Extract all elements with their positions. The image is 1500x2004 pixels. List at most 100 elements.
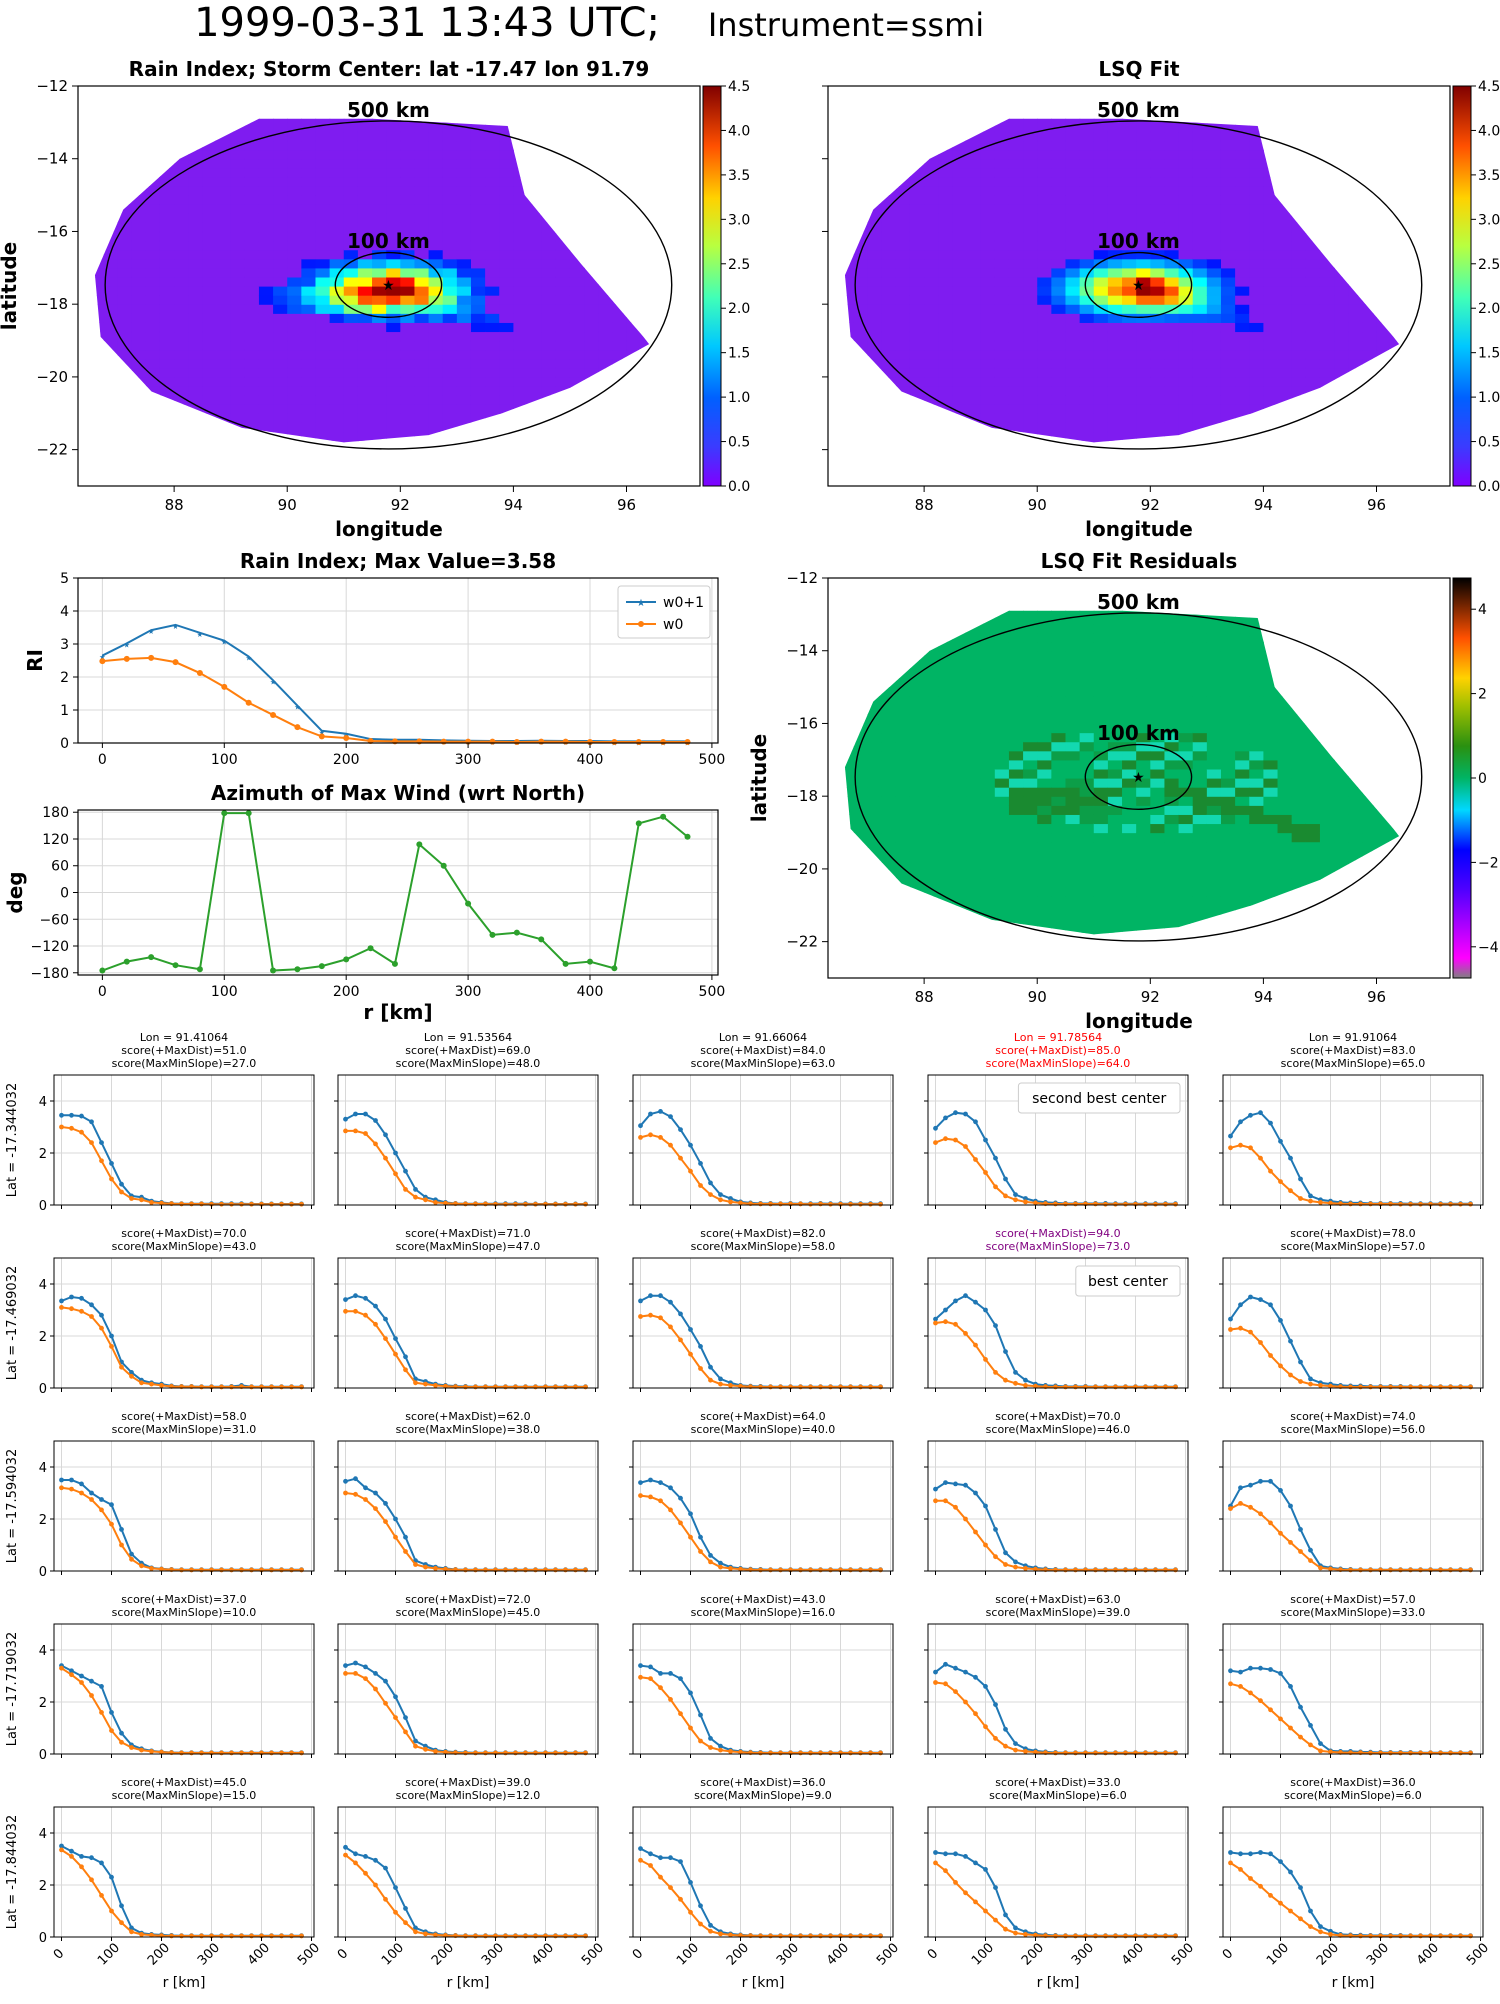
map-cell — [1065, 687, 1080, 697]
map-cell — [1051, 633, 1066, 643]
map-cell — [868, 869, 883, 879]
map-cell — [1023, 377, 1038, 387]
map-cell — [612, 341, 627, 351]
map-cell — [995, 322, 1010, 332]
map-cell — [1348, 222, 1363, 232]
map-cell — [1348, 204, 1363, 214]
map-cell — [1207, 195, 1222, 205]
map-cell — [146, 295, 161, 305]
map-cell — [1009, 341, 1024, 351]
map-cell — [938, 887, 953, 897]
map-cell — [1376, 823, 1391, 833]
map-cell — [1065, 150, 1080, 160]
map-cell — [1080, 377, 1095, 387]
map-cell — [542, 177, 557, 187]
map-cell — [1179, 714, 1194, 724]
map-cell — [641, 386, 656, 396]
map-cell — [344, 177, 359, 187]
map-cell — [372, 359, 387, 369]
map-cell — [89, 331, 104, 341]
map-cell — [1235, 814, 1250, 824]
map-cell — [1023, 678, 1038, 688]
map-cell — [924, 805, 939, 815]
map-cell — [612, 377, 627, 387]
map-cell — [344, 431, 359, 441]
map-cell — [1207, 313, 1222, 323]
map-cell — [1263, 213, 1278, 223]
map-cell — [301, 341, 316, 351]
map-cell — [1235, 796, 1250, 806]
map-cell — [1320, 350, 1335, 360]
map-cell — [626, 259, 641, 269]
map-cell — [174, 413, 189, 423]
map-cell — [1405, 833, 1420, 843]
map-cell — [655, 404, 670, 414]
map-cell — [839, 787, 854, 797]
map-cell — [882, 705, 897, 715]
map-cell — [485, 259, 500, 269]
map-cell — [457, 286, 472, 296]
map-cell — [626, 313, 641, 323]
map-cell — [1051, 395, 1066, 405]
map-cell — [1391, 131, 1406, 141]
map-cell — [924, 113, 939, 123]
map-cell — [103, 186, 118, 196]
map-cell — [429, 250, 444, 260]
map-cell — [471, 313, 486, 323]
map-cell — [1193, 304, 1208, 314]
map-cell — [457, 386, 472, 396]
map-cell — [174, 204, 189, 214]
map-cell — [1348, 277, 1363, 287]
map-cell — [868, 787, 883, 797]
map-cell — [1207, 805, 1222, 815]
map-cell — [1263, 923, 1278, 933]
map-cell — [868, 678, 883, 688]
map-cell — [160, 350, 175, 360]
colorbar-tick: 4.5 — [1478, 79, 1500, 95]
map-cell — [1207, 696, 1222, 706]
map-cell — [202, 304, 217, 314]
map-cell — [330, 322, 345, 332]
map-cell — [188, 195, 203, 205]
map-cell — [655, 377, 670, 387]
map-cell — [967, 760, 982, 770]
map-cell — [938, 723, 953, 733]
map-cell — [287, 131, 302, 141]
map-cell — [217, 159, 232, 169]
map-cell — [160, 277, 175, 287]
map-cell — [132, 141, 147, 151]
map-cell — [1122, 122, 1137, 132]
map-cell — [896, 805, 911, 815]
map-cell — [626, 322, 641, 332]
map-cell — [103, 386, 118, 396]
map-cell — [1108, 204, 1123, 214]
map-cell — [414, 431, 429, 441]
map-cell — [245, 259, 260, 269]
map-cell — [952, 104, 967, 114]
map-cell — [655, 386, 670, 396]
map-cell — [1122, 395, 1137, 405]
map-cell — [1009, 596, 1024, 606]
map-cell — [1278, 259, 1293, 269]
map-cell — [1136, 204, 1151, 214]
map-cell — [1150, 295, 1165, 305]
map-cell — [924, 705, 939, 715]
map-cell — [910, 113, 925, 123]
map-cell — [1334, 787, 1349, 797]
map-cell — [882, 304, 897, 314]
map-cell — [952, 122, 967, 132]
map-cell — [584, 304, 599, 314]
map-cell — [910, 651, 925, 661]
colorbar-tick: 3.5 — [728, 168, 750, 184]
map-cell — [103, 368, 118, 378]
map-cell — [868, 887, 883, 897]
map-cell — [315, 259, 330, 269]
map-cell — [89, 268, 104, 278]
map-cell — [1122, 150, 1137, 160]
map-cell — [1080, 742, 1095, 752]
map-cell — [1334, 413, 1349, 423]
map-cell — [1278, 104, 1293, 114]
map-cell — [89, 104, 104, 114]
map-cell — [1207, 377, 1222, 387]
map-cell — [118, 422, 133, 432]
